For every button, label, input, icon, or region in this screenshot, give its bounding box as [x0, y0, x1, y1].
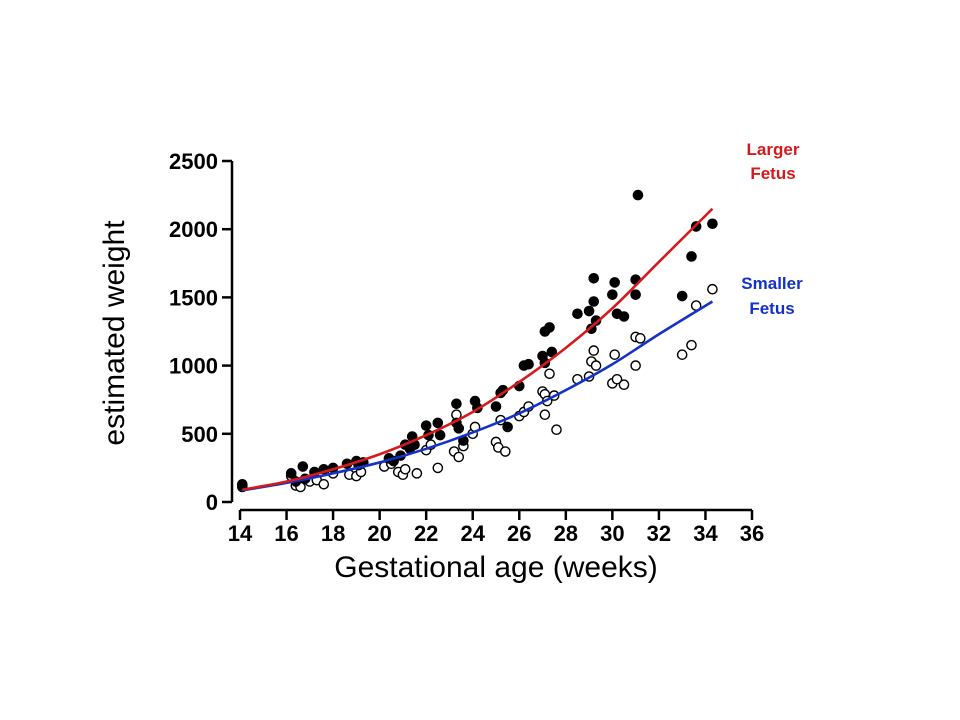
- series-1-point-29: [500, 446, 511, 457]
- y-ticks: 0 500 1000 1500 2000 2500: [169, 149, 232, 515]
- series-0-point-46: [588, 296, 600, 307]
- series-1-point-35: [539, 409, 551, 421]
- legend-smaller-fetus-line1: Smaller: [741, 274, 803, 293]
- y-tick-label-4: 2000: [169, 217, 218, 242]
- x-tick-label-0: 14: [228, 521, 253, 546]
- y-axis-title: estimated weight: [98, 220, 131, 446]
- x-tick-label-4: 22: [414, 521, 438, 546]
- series-0-point-42: [572, 308, 583, 320]
- series-0-point-2: [285, 468, 297, 479]
- series-0-point-33: [502, 421, 513, 433]
- series-1-point-53: [686, 339, 697, 351]
- x-tick-label-5: 24: [460, 521, 485, 546]
- x-tick-label-3: 20: [367, 521, 391, 546]
- series-0-point-51: [618, 311, 630, 322]
- series-0-point-55: [676, 290, 688, 302]
- series-0-point-47: [590, 315, 602, 326]
- y-tick-label-0: 0: [206, 490, 218, 515]
- series-0-point-26: [453, 423, 465, 434]
- series-0-point-4: [297, 461, 309, 472]
- series-1-point-44: [590, 360, 602, 371]
- x-tick-label-1: 16: [274, 521, 298, 546]
- series-0-point-22: [432, 417, 444, 429]
- plot-area: [237, 189, 718, 493]
- series-1-point-48: [618, 379, 630, 390]
- series-1-point-47: [611, 373, 623, 385]
- series-0-point-49: [609, 277, 620, 288]
- legend-smaller-fetus-line2: Fetus: [749, 299, 794, 318]
- x-tick-label-11: 36: [740, 521, 764, 546]
- series-1-point-16: [411, 468, 423, 479]
- series-0-point-43: [583, 305, 595, 317]
- legend-larger-fetus-line2: Fetus: [750, 164, 795, 183]
- series-0-point-30: [490, 401, 502, 412]
- y-axis: 0 500 1000 1500 2000 2500: [169, 149, 234, 515]
- x-tick-label-10: 34: [693, 521, 718, 546]
- x-tick-label-2: 18: [321, 521, 345, 546]
- series-1-point-6: [318, 478, 330, 490]
- series-1-point-51: [634, 333, 646, 344]
- series-0-point-45: [588, 273, 600, 284]
- x-axis-title: Gestational age (weeks): [334, 551, 658, 584]
- series-1-point-49: [630, 360, 641, 371]
- series-0-point-48: [607, 289, 618, 300]
- x-tick-label-8: 30: [600, 521, 624, 546]
- series-0-point-53: [630, 289, 641, 300]
- series-1-point-15: [399, 463, 411, 475]
- series-1-fit-line: [242, 300, 714, 492]
- x-tick-label-9: 32: [647, 521, 671, 546]
- series-0-point-36: [523, 358, 534, 370]
- series-0-point-54: [632, 189, 644, 201]
- series-1-point-22: [453, 451, 465, 463]
- series-0-point-24: [451, 398, 462, 410]
- legend-larger-fetus: Larger Fetus: [747, 140, 800, 183]
- series-1-point-19: [432, 462, 444, 474]
- series-1-points: [237, 283, 718, 493]
- y-tick-label-2: 1000: [169, 354, 218, 379]
- legend-smaller-fetus: Smaller Fetus: [741, 274, 803, 318]
- x-tick-label-7: 28: [554, 521, 578, 546]
- series-0-point-23: [434, 429, 446, 441]
- y-tick-label-5: 2500: [169, 149, 218, 174]
- legend-larger-fetus-line1: Larger: [747, 140, 800, 159]
- series-0-point-58: [707, 218, 718, 230]
- series-1-point-46: [609, 349, 620, 360]
- y-tick-label-1: 500: [181, 422, 218, 447]
- series-1-point-55: [707, 283, 718, 295]
- series-1-point-52: [676, 349, 688, 360]
- series-1-point-37: [544, 368, 555, 380]
- series-0-point-56: [686, 251, 697, 262]
- x-ticks: 14 16 18 20 22 24 26 28 30 32 34 36: [228, 510, 764, 546]
- series-0-point-40: [546, 346, 558, 358]
- x-tick-label-6: 26: [507, 521, 531, 546]
- series-1-point-43: [588, 345, 600, 356]
- series-0-point-20: [420, 420, 432, 431]
- x-axis: 14 16 18 20 22 24 26 28 30 32 34 36: [228, 508, 764, 546]
- series-0-point-39: [544, 322, 555, 333]
- series-0-fit-line: [242, 207, 714, 492]
- y-tick-label-3: 1500: [169, 285, 218, 310]
- series-1-point-39: [551, 424, 562, 436]
